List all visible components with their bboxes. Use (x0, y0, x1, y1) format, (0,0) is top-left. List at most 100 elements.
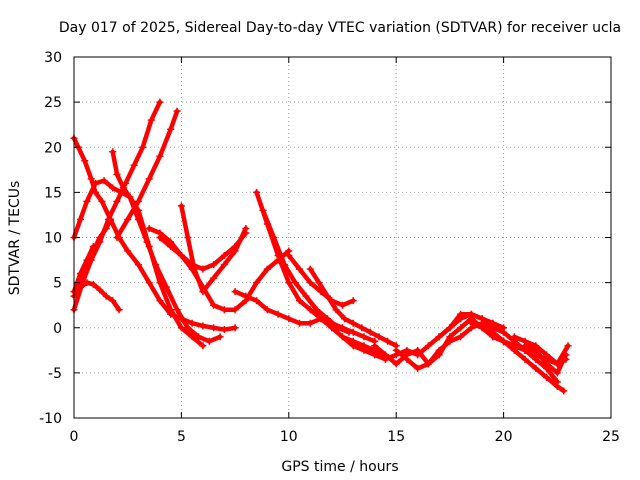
data-point (231, 324, 239, 332)
data-point (220, 326, 228, 334)
data-point (199, 283, 207, 291)
x-tick-label: 5 (177, 429, 186, 445)
data-point (156, 234, 164, 241)
series-track-10 (179, 203, 249, 294)
data-point (98, 197, 106, 205)
data-point (328, 319, 336, 327)
data-point (375, 333, 383, 341)
y-tick-label: 5 (53, 276, 62, 292)
data-point (83, 256, 91, 264)
data-point (339, 301, 346, 309)
y-tick-label: -10 (39, 411, 62, 427)
data-point (96, 234, 104, 241)
data-point (231, 288, 239, 296)
data-point (263, 306, 271, 314)
data-point (296, 297, 304, 305)
series-track-20 (436, 311, 560, 385)
data-point (446, 324, 454, 332)
data-point (242, 224, 250, 232)
data-point (371, 342, 379, 350)
data-point (478, 324, 486, 332)
data-point (253, 279, 261, 287)
series-track-21 (469, 320, 566, 394)
data-point (403, 355, 411, 363)
data-point (109, 184, 117, 192)
data-point (119, 184, 127, 192)
data-point (543, 351, 551, 359)
data-point (76, 283, 84, 291)
data-point (76, 270, 84, 278)
y-tick-label: 25 (44, 95, 62, 111)
data-point (392, 346, 400, 354)
data-point (124, 247, 132, 255)
x-tick-label: 25 (602, 429, 620, 445)
data-point (210, 324, 218, 332)
data-point (274, 310, 282, 318)
series-track-11 (157, 235, 292, 312)
data-point (139, 143, 147, 151)
y-tick-label: -5 (48, 366, 62, 382)
data-point (392, 360, 400, 368)
data-point (83, 279, 91, 287)
data-point (478, 315, 486, 323)
data-point (167, 243, 175, 251)
data-point (134, 197, 142, 205)
x-axis-label: GPS time / hours (281, 459, 398, 475)
data-point (296, 319, 304, 327)
data-point (130, 161, 138, 169)
data-point (210, 301, 218, 309)
data-point (162, 283, 170, 291)
data-point (124, 215, 132, 223)
data-point (560, 387, 568, 395)
y-tick-label: 10 (44, 231, 62, 247)
data-point (291, 279, 299, 287)
data-point (457, 310, 465, 318)
data-series-layer (70, 98, 572, 395)
data-point (210, 261, 218, 269)
data-point (89, 280, 97, 288)
data-point (467, 319, 475, 327)
data-point (96, 286, 104, 294)
data-point (83, 197, 91, 205)
data-point (349, 319, 357, 327)
data-point (270, 234, 278, 241)
data-point (500, 337, 508, 345)
data-point (349, 342, 357, 350)
series-track-9 (146, 226, 249, 272)
data-point (177, 202, 185, 210)
data-point (188, 265, 196, 273)
data-point (81, 157, 89, 165)
data-point (107, 215, 115, 223)
data-point (173, 306, 181, 314)
data-point (339, 324, 346, 332)
data-point (173, 107, 181, 115)
data-point (553, 369, 561, 377)
data-point (543, 373, 551, 381)
data-point (177, 324, 185, 332)
data-point (152, 261, 160, 269)
data-point (109, 297, 117, 305)
data-point (156, 297, 164, 305)
y-tick-label: 20 (44, 140, 62, 156)
data-point (184, 234, 192, 241)
data-point (543, 360, 551, 368)
data-point (360, 346, 368, 354)
data-point (199, 322, 207, 330)
data-point (285, 315, 293, 323)
data-point (263, 265, 271, 273)
data-point (532, 364, 540, 372)
data-point (306, 279, 314, 287)
data-point (231, 306, 239, 314)
data-point (188, 319, 196, 327)
data-point (424, 360, 432, 368)
data-point (100, 177, 108, 185)
data-point (113, 197, 121, 205)
data-point (562, 351, 570, 359)
data-point (220, 261, 228, 269)
data-point (435, 333, 443, 341)
data-point (306, 306, 314, 314)
data-point (145, 279, 153, 287)
data-point (457, 324, 465, 332)
chart-title: Day 017 of 2025, Sidereal Day-to-day VTE… (59, 20, 621, 36)
